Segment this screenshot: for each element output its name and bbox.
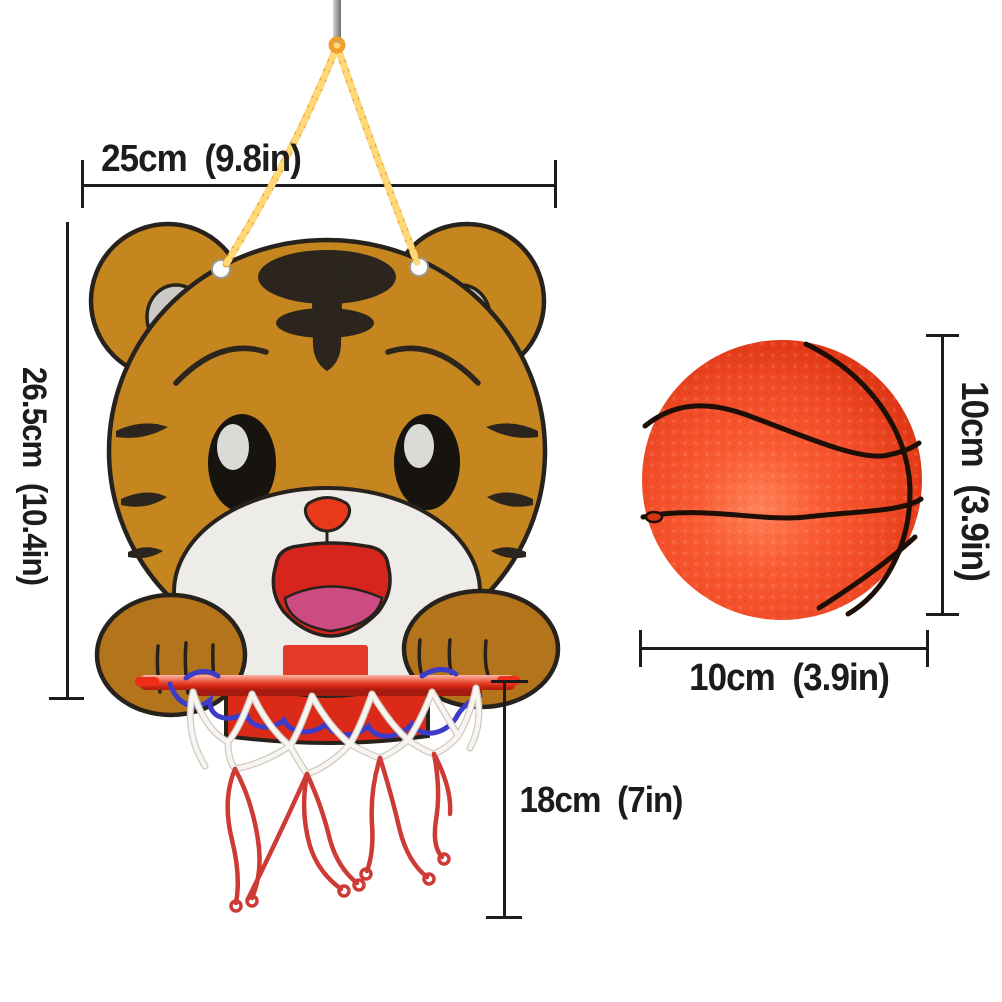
blue-cord xyxy=(167,667,483,739)
ball-valve xyxy=(644,510,664,524)
cheek-stripes xyxy=(116,423,538,559)
label-board-width: 25cm (9.8in) xyxy=(101,138,302,180)
dimension-lines xyxy=(49,160,959,919)
eyes xyxy=(208,414,460,512)
tiger-backboard xyxy=(88,221,561,745)
eyebrows xyxy=(173,345,481,386)
label-ball-height: 10cm (3.9in) xyxy=(953,381,995,581)
mouth xyxy=(271,541,392,638)
basketball xyxy=(640,340,924,620)
hanging-rope xyxy=(222,36,421,268)
label-net-length: 18cm (7in) xyxy=(519,779,684,820)
label-board-height: 26.5cm (10.4in) xyxy=(15,366,53,586)
label-ball-diameter: 10cm (3.9in) xyxy=(689,657,890,699)
forehead-stripes xyxy=(258,250,396,371)
net-red-strands xyxy=(225,751,453,913)
hoop-net xyxy=(190,688,479,913)
nose xyxy=(303,496,352,547)
ball-seams xyxy=(640,341,924,617)
